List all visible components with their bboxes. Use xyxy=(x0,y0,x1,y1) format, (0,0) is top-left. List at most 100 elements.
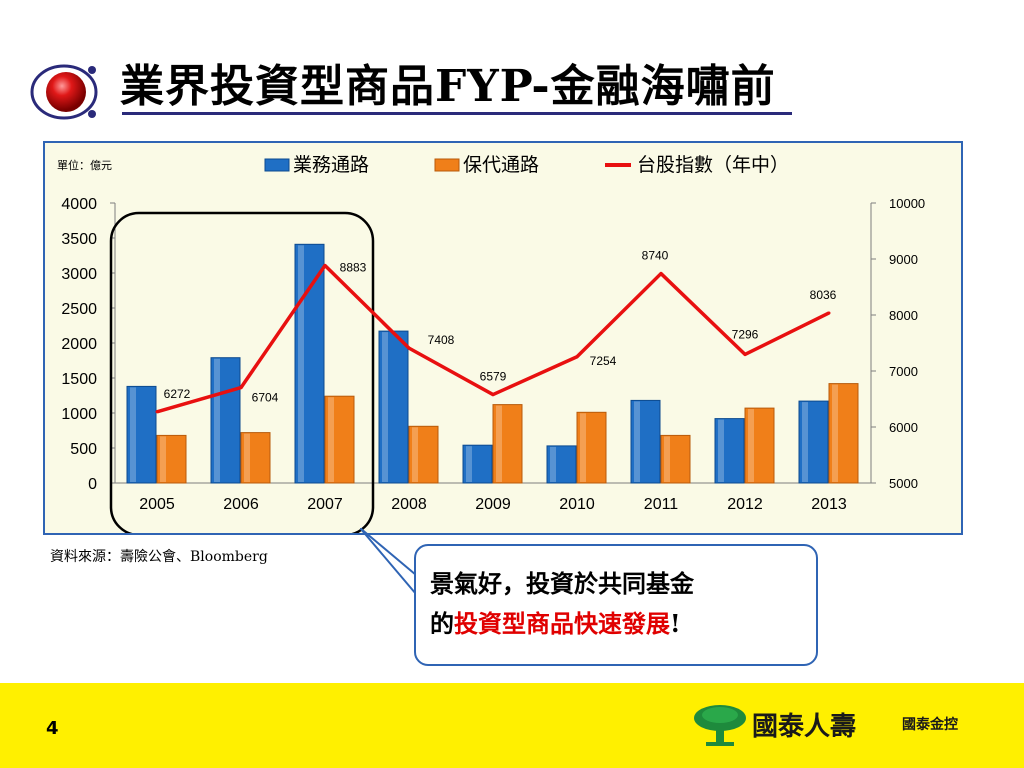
legend-label-0: 業務通路 xyxy=(293,154,369,176)
footer-bar xyxy=(0,683,1024,768)
x-tick-label-2012: 2012 xyxy=(727,496,763,513)
bar-highlight-sheen xyxy=(496,405,502,482)
line-point-2011 xyxy=(659,272,663,276)
callout-highlight: 投資型商品快速發展 xyxy=(454,609,670,638)
bar-highlight-sheen xyxy=(802,402,808,482)
line-point-2008 xyxy=(407,346,411,350)
bar-business-2007 xyxy=(294,243,325,484)
data-source-note: 資料來源：壽險公會、Bloomberg xyxy=(50,549,268,565)
fyp-combo-chart: 單位：億元 0 500 1000 1500 2000 2500 3000 3500 4000 500… xyxy=(57,154,925,537)
legend-swatch-1 xyxy=(434,158,460,172)
bar-highlight-sheen xyxy=(550,446,556,482)
y-right-tick-label: 7000 xyxy=(889,364,918,379)
y-left-tick-label: 500 xyxy=(70,441,97,458)
page-title: 業界投資型商品FYP-金融海嘯前 xyxy=(120,61,776,112)
bar-business-2006 xyxy=(210,357,241,484)
legend-label-1: 保代通路 xyxy=(463,154,539,176)
x-tick-label-2008: 2008 xyxy=(391,496,427,513)
line-point-2007 xyxy=(323,264,327,268)
x-tick-label-2005: 2005 xyxy=(139,496,175,513)
line-point-2009 xyxy=(491,393,495,397)
bar-business-2005 xyxy=(126,385,157,484)
y-right-tick-label: 9000 xyxy=(889,252,918,267)
y-left-tick-label: 2000 xyxy=(61,336,97,353)
callout-prefix: 的 xyxy=(430,609,454,638)
logo-name: 國泰人壽 xyxy=(752,712,857,742)
bar-agency-2008 xyxy=(408,425,439,484)
x-tick-label-2006: 2006 xyxy=(223,496,259,513)
bar-highlight-sheen xyxy=(130,387,136,482)
y-left-tick-label: 3000 xyxy=(61,266,97,283)
bar-highlight-sheen xyxy=(244,433,250,482)
data-label-taiex-2012: 7296 xyxy=(732,327,759,341)
bar-agency-2012 xyxy=(744,407,775,484)
callout-line-1: 景氣好，投資於共同基金 xyxy=(430,569,694,598)
bar-agency-2013 xyxy=(828,383,859,484)
data-label-taiex-2009: 6579 xyxy=(480,370,507,384)
unit-label: 單位：億元 xyxy=(57,158,112,172)
y-right-tick-label: 5000 xyxy=(889,476,918,491)
data-label-taiex-2013: 8036 xyxy=(810,288,837,302)
bar-agency-2005 xyxy=(156,434,187,484)
x-tick-label-2011: 2011 xyxy=(644,496,679,513)
x-tick-label-2007: 2007 xyxy=(307,496,343,513)
bar-highlight-sheen xyxy=(634,401,640,482)
bar-highlight-sheen xyxy=(664,436,670,482)
y-left-tick-label: 2500 xyxy=(61,301,97,318)
bar-highlight-sheen xyxy=(214,358,220,482)
bar-business-2010 xyxy=(546,445,577,484)
line-point-2010 xyxy=(575,355,579,359)
bar-business-2012 xyxy=(714,418,745,484)
data-label-taiex-2007: 8883 xyxy=(340,261,367,275)
bar-business-2013 xyxy=(798,400,829,484)
bar-business-2008 xyxy=(378,330,409,484)
slide-title-area: 業界投資型商品FYP-金融海嘯前 xyxy=(30,40,910,130)
x-tick-label-2013: 2013 xyxy=(811,496,847,513)
x-tick-label-2010: 2010 xyxy=(559,496,595,513)
bar-highlight-sheen xyxy=(160,436,166,482)
bar-highlight-sheen xyxy=(412,427,418,482)
y-left-tick-label: 1500 xyxy=(61,371,97,388)
line-point-2005 xyxy=(155,410,159,414)
y-right-tick-label: 10000 xyxy=(889,196,925,211)
y-left-tick-label: 4000 xyxy=(61,196,97,213)
bar-highlight-sheen xyxy=(748,409,754,482)
bar-agency-2011 xyxy=(660,434,691,484)
tree-logo-icon xyxy=(694,705,746,746)
bar-business-2011 xyxy=(630,399,661,484)
y-right-tick-label: 6000 xyxy=(889,420,918,435)
bar-agency-2010 xyxy=(576,411,607,484)
callout-suffix: ! xyxy=(670,609,681,638)
bar-highlight-sheen xyxy=(382,332,388,482)
callout-line-2: 的投資型商品快速發展! xyxy=(430,604,802,644)
title-underline xyxy=(122,112,792,115)
legend-swatch-0 xyxy=(264,158,290,172)
line-point-2006 xyxy=(239,386,243,390)
data-label-taiex-2006: 6704 xyxy=(252,391,279,405)
legend-label-line: 台股指數（年中） xyxy=(637,154,789,176)
data-label-taiex-2005: 6272 xyxy=(164,387,191,401)
y-left-tick-label: 0 xyxy=(88,476,97,493)
bar-highlight-sheen xyxy=(580,413,586,482)
chart-container: 單位：億元 0 500 1000 1500 2000 2500 3000 3500 4000 500… xyxy=(43,141,963,537)
data-label-taiex-2008: 7408 xyxy=(428,333,455,347)
bar-agency-2006 xyxy=(240,432,271,484)
bar-highlight-sheen xyxy=(718,419,724,482)
highlight-frame xyxy=(109,211,375,537)
logo-sub: 國泰金控 xyxy=(902,717,958,733)
line-point-2013 xyxy=(827,311,831,315)
y-right-tick-label: 8000 xyxy=(889,308,918,323)
data-label-taiex-2011: 8740 xyxy=(642,249,669,263)
data-label-taiex-2010: 7254 xyxy=(590,354,617,368)
bar-agency-2007 xyxy=(324,395,355,484)
y-left-tick-label: 3500 xyxy=(61,231,97,248)
bar-highlight-sheen xyxy=(466,446,472,482)
page-number: 4 xyxy=(46,718,59,739)
bar-highlight-sheen xyxy=(298,245,304,482)
callout-box: 景氣好，投資於共同基金 的投資型商品快速發展! xyxy=(414,544,818,666)
bar-highlight-sheen xyxy=(832,384,838,482)
bar-business-2009 xyxy=(462,444,493,484)
line-point-2012 xyxy=(743,352,747,356)
red-ball-bullet-icon xyxy=(30,64,98,120)
bar-highlight-sheen xyxy=(328,397,334,482)
